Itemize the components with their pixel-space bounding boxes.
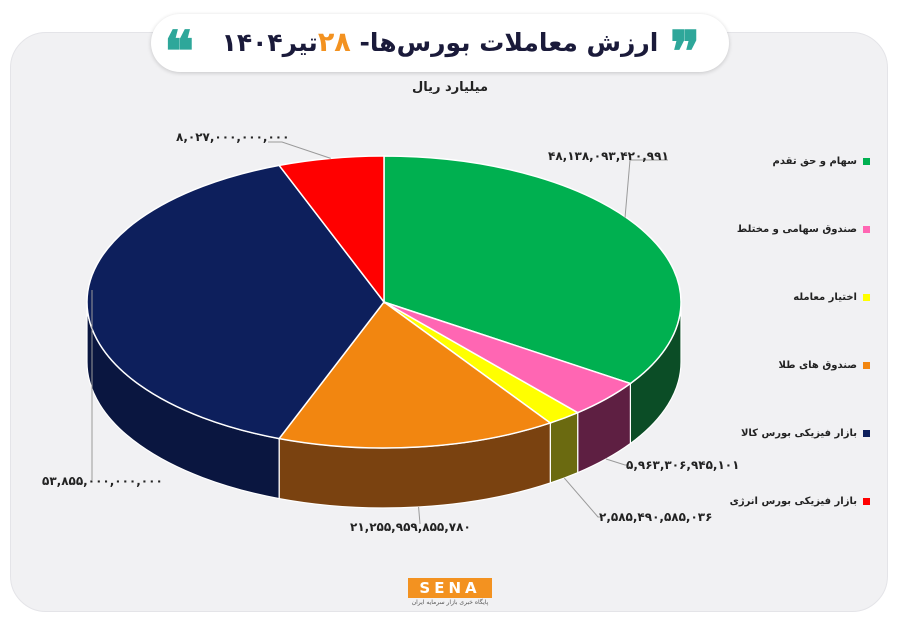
- value-label-energy: ۸,۰۲۷,۰۰۰,۰۰۰,۰۰۰: [176, 130, 289, 144]
- pie-sides: [86, 301, 682, 509]
- legend-swatch: [863, 430, 870, 437]
- chart-subtitle: میلیارد ریال: [411, 80, 489, 95]
- open-quote-icon: ❝: [164, 19, 195, 85]
- value-label-gold_funds: ۲۱,۲۵۵,۹۵۹,۸۵۵,۷۸۰: [350, 520, 471, 534]
- value-label-mixed_funds: ۵,۹۶۳,۳۰۶,۹۴۵,۱۰۱: [626, 458, 739, 472]
- close-quote-icon: ❞: [670, 19, 701, 85]
- legend-label: بازار فیزیکی بورس انرژی: [729, 496, 857, 507]
- value-label-options: ۲,۵۸۵,۴۹۰,۵۸۵,۰۳۶: [599, 510, 712, 524]
- legend-item-gold_funds: صندوق های طلا: [778, 360, 870, 380]
- title-day: ۲۸: [317, 27, 351, 58]
- legend-swatch: [863, 226, 870, 233]
- leader-line-gold_funds: [418, 506, 421, 525]
- pie-labels: ۴۸,۱۳۸,۰۹۳,۴۲۰,۹۹۱ ۵,۹۶۳,۳۰۶,۹۴۵,۱۰۱ ۲,۵۸۵…: [42, 130, 739, 534]
- legend-label: سهام و حق تقدم: [772, 156, 857, 167]
- chart-title: ارزش معاملات بورس‌ها- ۲۸تیر۱۴۰۴: [151, 14, 729, 72]
- pie-side-options: [549, 411, 579, 484]
- value-label-stocks: ۴۸,۱۳۸,۰۹۳,۴۲۰,۹۹۱: [548, 149, 669, 163]
- legend-swatch: [863, 294, 870, 301]
- sena-logo: SENA پایگاه خبری بازار سرمایه ایران: [408, 578, 492, 612]
- pie-slice-gold_funds: [277, 300, 552, 449]
- leader-line-energy: [268, 141, 331, 159]
- legend-item-stocks: سهام و حق تقدم: [773, 156, 870, 176]
- leader-line-options: [563, 477, 602, 518]
- legend-swatch: [863, 158, 870, 165]
- logo-text: SENA: [408, 578, 492, 598]
- legend-label: بازار فیزیکی بورس کالا: [740, 428, 857, 439]
- title-prefix: ارزش معاملات بورس‌ها-: [359, 28, 659, 57]
- leader-line-mixed_funds: [605, 458, 629, 466]
- legend-item-commodity: بازار فیزیکی بورس کالا: [741, 428, 870, 448]
- pie-slice-stocks: [383, 155, 682, 385]
- legend-item-mixed_funds: صندوق سهامی و مختلط: [737, 224, 870, 244]
- title-pill: [151, 14, 729, 72]
- leader-line-stocks: [624, 159, 668, 219]
- logo-subtext: پایگاه خبری بازار سرمایه ایران: [411, 599, 489, 606]
- legend-item-energy: بازار فیزیکی بورس انرژی: [730, 496, 870, 516]
- legend-swatch: [863, 362, 870, 369]
- pie-tops: [86, 155, 682, 449]
- title-month-year: تیر۱۴۰۴: [221, 28, 318, 57]
- legend-label: صندوق سهامی و مختلط: [736, 224, 857, 235]
- legend-label: صندوق های طلا: [778, 360, 857, 371]
- pie-slice-commodity: [86, 164, 385, 440]
- legend-swatch: [863, 498, 870, 505]
- legend-item-options: اختیار معامله: [793, 292, 870, 312]
- legend-label: اختیار معامله: [793, 292, 857, 303]
- value-label-commodity: ۵۳,۸۵۵,۰۰۰,۰۰۰,۰۰۰: [42, 474, 163, 488]
